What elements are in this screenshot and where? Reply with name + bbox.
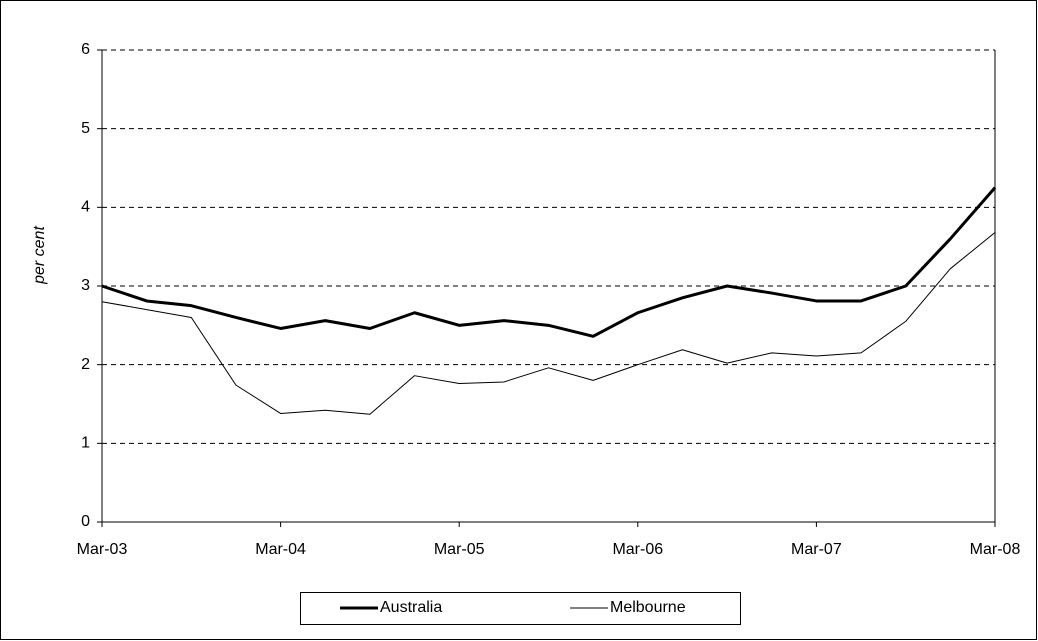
y-axis-label: per cent bbox=[31, 226, 48, 285]
y-tick-label: 0 bbox=[81, 513, 90, 530]
y-tick-label: 1 bbox=[81, 435, 90, 452]
x-tick-label: Mar-08 bbox=[970, 541, 1021, 558]
y-tick-label: 5 bbox=[81, 120, 90, 137]
y-tick-label: 6 bbox=[81, 41, 90, 58]
legend-label: Melbourne bbox=[610, 599, 686, 616]
x-tick-label: Mar-06 bbox=[612, 541, 663, 558]
series-line bbox=[101, 186, 997, 338]
y-tick-label: 3 bbox=[81, 277, 90, 294]
x-tick-label: Mar-05 bbox=[434, 541, 485, 558]
y-tick-label: 4 bbox=[81, 199, 90, 216]
y-tick-label: 2 bbox=[81, 356, 90, 373]
x-tick-label: Mar-04 bbox=[255, 541, 306, 558]
series-line bbox=[101, 232, 996, 415]
legend-label: Australia bbox=[380, 599, 442, 616]
x-tick-label: Mar-07 bbox=[791, 541, 842, 558]
x-tick-label: Mar-03 bbox=[77, 541, 128, 558]
